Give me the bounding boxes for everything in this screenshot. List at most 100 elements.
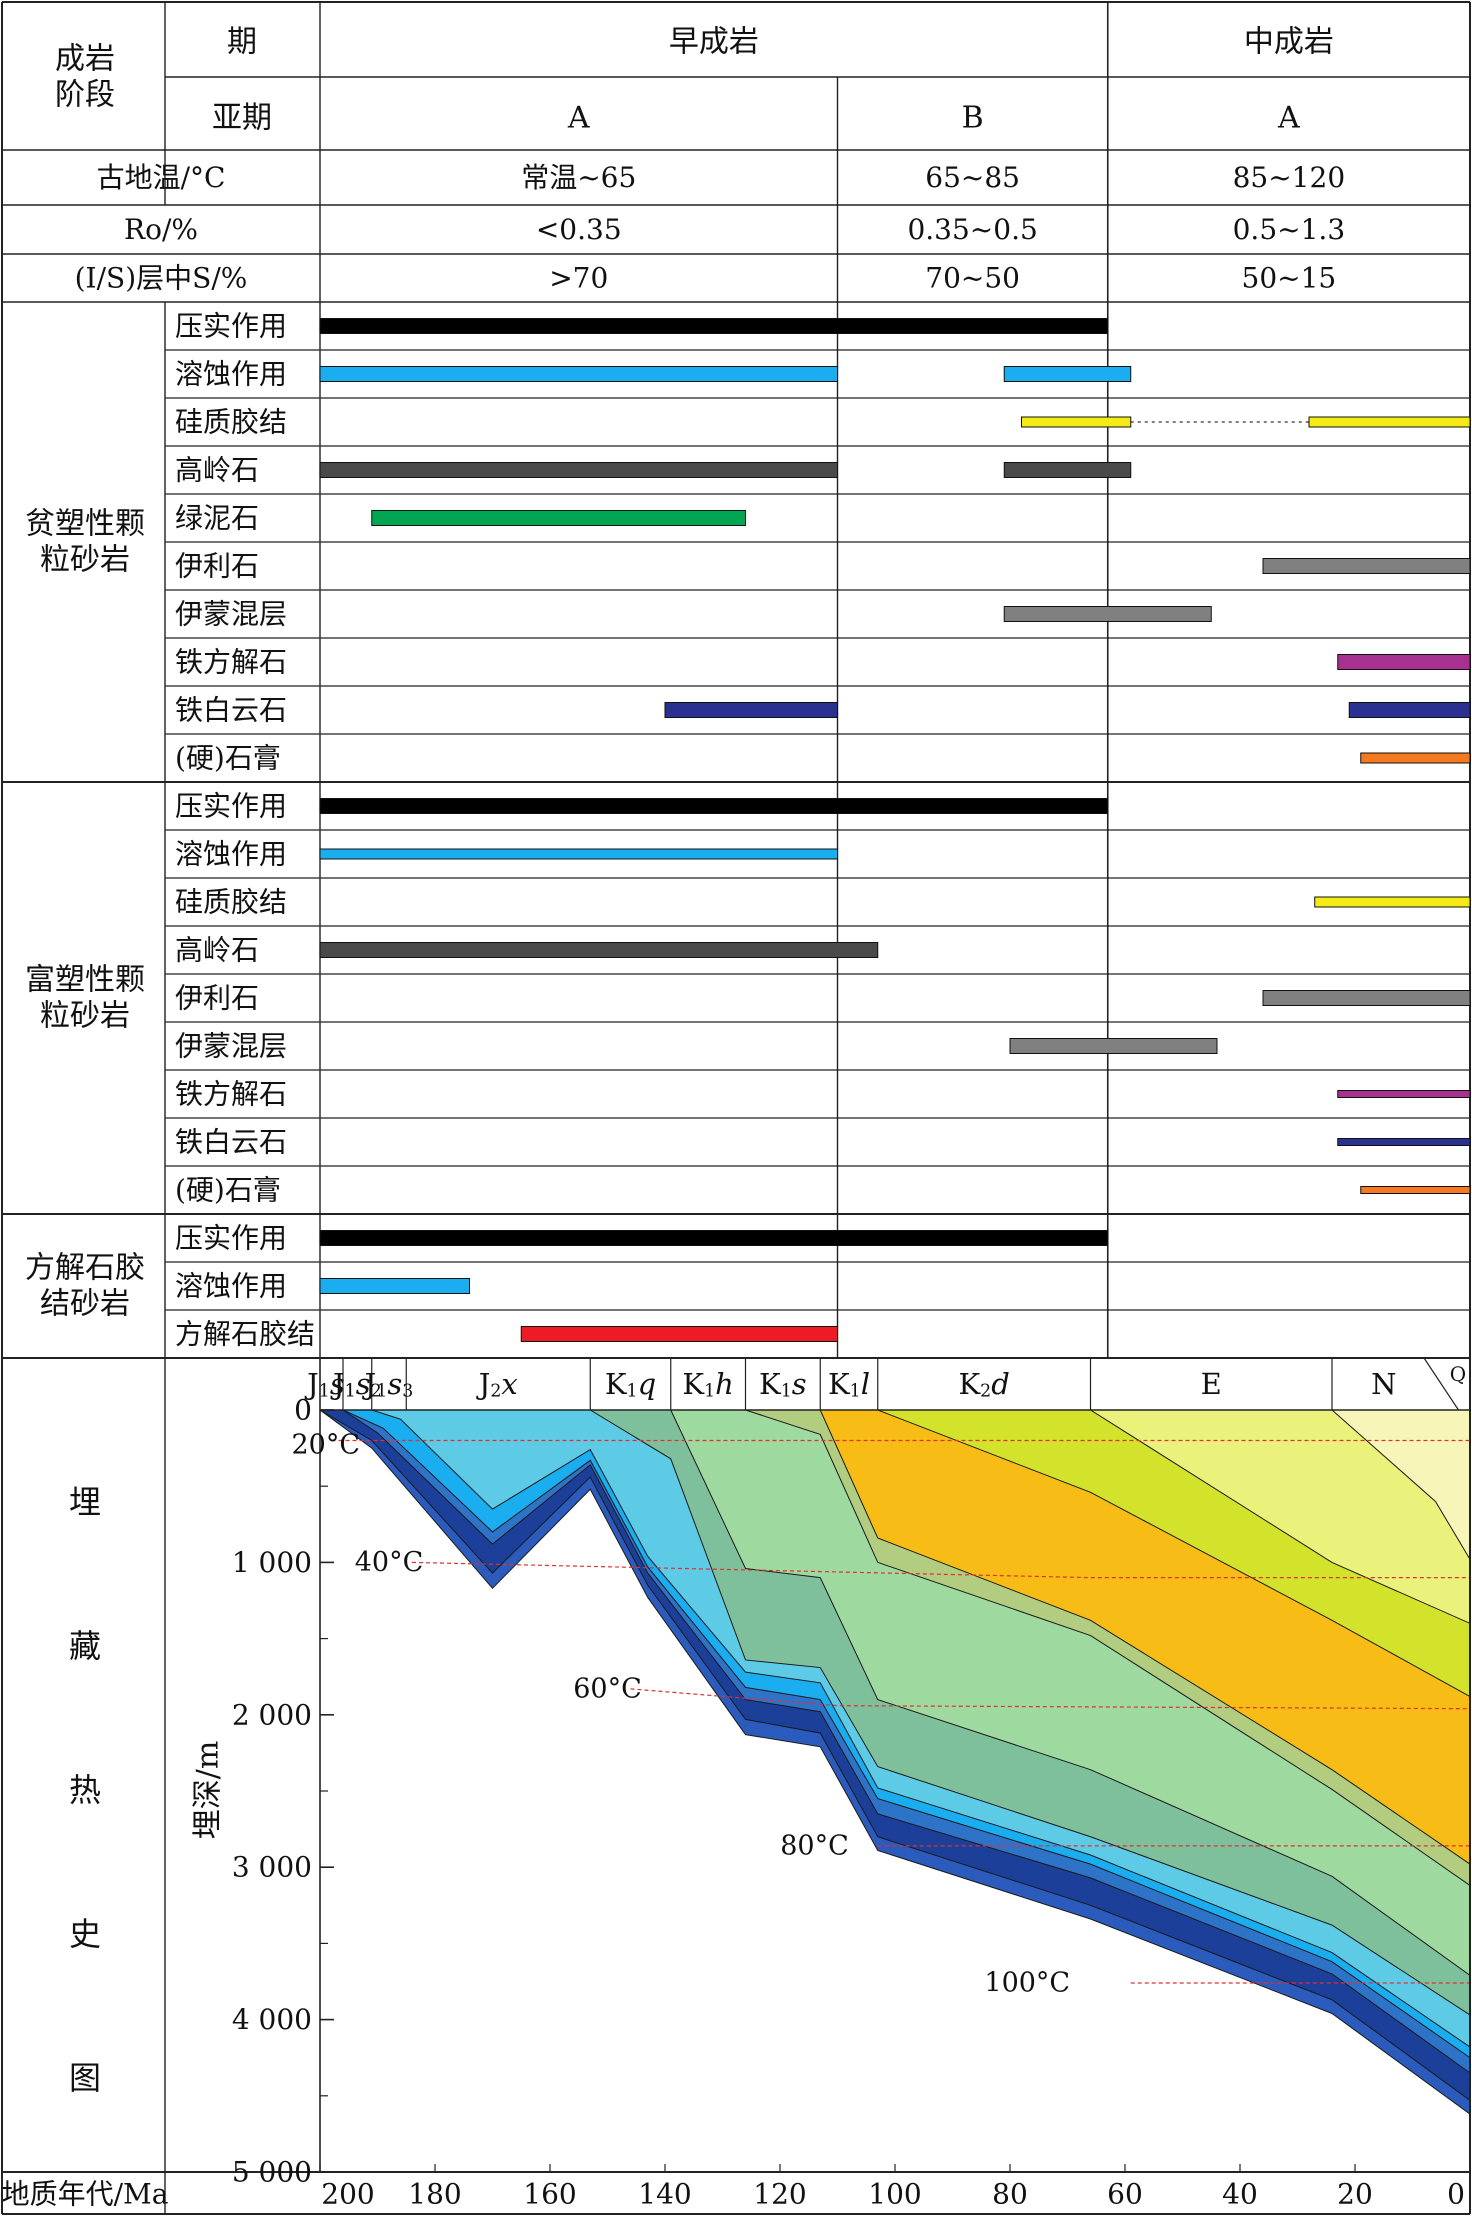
process-label-2-4: 高岭石 — [175, 934, 259, 967]
y-tick-label-1: 0 — [294, 1394, 312, 1427]
y-axis-label: 埋深/m — [191, 1741, 226, 1840]
period-middle: 中成岩 — [1244, 25, 1334, 60]
burial-section-label-line-3: 热 — [69, 1771, 101, 1809]
strata-label-4: J2x — [476, 1367, 518, 1401]
stage-label-line-2: 阶段 — [55, 78, 115, 113]
burial-section-label-line-5: 图 — [69, 2059, 101, 2097]
subperiod-early-b: B — [962, 101, 984, 136]
group-label-3-line-2: 结砂岩 — [40, 1287, 130, 1322]
isotherm-label-1: 20°C — [291, 1430, 360, 1461]
y-tick-label-5: 4 000 — [232, 2003, 312, 2036]
strata-label-5: K1q — [605, 1367, 656, 1401]
bar-2-9-1 — [1360, 1186, 1471, 1194]
header-row-1-value-1: 常温~65 — [521, 161, 636, 194]
burial-areas — [320, 1410, 1470, 2115]
x-axis-label: 地质年代/Ma — [2, 2178, 169, 2211]
process-label-1-2: 溶蚀作用 — [175, 358, 287, 391]
y-tick-label-6: 5 000 — [232, 2156, 312, 2189]
x-tick-label-7: 80 — [992, 2178, 1028, 2211]
x-tick-label-2: 180 — [408, 2178, 461, 2211]
subperiod-early-a: A — [567, 101, 590, 136]
header-row-label-3: (I/S)层中S/% — [75, 262, 248, 295]
subperiod-label: 亚期 — [212, 101, 272, 136]
process-label-2-2: 溶蚀作用 — [175, 838, 287, 871]
process-label-2-6: 伊蒙混层 — [175, 1030, 287, 1063]
process-label-1-7: 伊蒙混层 — [175, 598, 287, 631]
x-tick-label-9: 40 — [1222, 2178, 1258, 2211]
strata-label-10: E — [1201, 1367, 1222, 1401]
bar-1-3-1 — [1021, 416, 1132, 428]
horizon-area-12 — [1331, 1410, 1470, 1561]
strata-label-12: Q — [1450, 1362, 1466, 1386]
process-label-2-7: 铁方解石 — [175, 1078, 287, 1111]
group-label-3-line-1: 方解石胶 — [25, 1251, 145, 1286]
bar-3-2-1 — [319, 1278, 470, 1294]
subperiod-middle-a: A — [1277, 101, 1300, 136]
bar-1-5-1 — [371, 510, 746, 526]
y-tick-label-3: 2 000 — [232, 1698, 312, 1731]
bar-1-3-2 — [1308, 416, 1471, 428]
process-label-2-3: 硅质胶结 — [175, 886, 287, 919]
header-row-2-value-3: 0.5~1.3 — [1233, 213, 1346, 246]
bar-2-1-1 — [319, 798, 1109, 814]
process-label-2-1: 压实作用 — [175, 790, 287, 823]
header-row-2-value-1: <0.35 — [536, 213, 622, 246]
strata-label-1: J1s1 — [304, 1367, 356, 1401]
burial-section-label-line-4: 史 — [69, 1915, 101, 1953]
header-row-label-1: 古地温/°C — [97, 161, 226, 194]
bar-3-3-1 — [520, 1326, 838, 1342]
strata-label-7: K1s — [759, 1367, 807, 1401]
x-tick-label-1: 200 — [321, 2178, 374, 2211]
diagenesis-bar-layer — [319, 318, 1471, 1342]
group-label-2-line-1: 富塑性颗 — [25, 963, 145, 998]
process-label-1-9: 铁白云石 — [175, 694, 287, 727]
process-label-2-5: 伊利石 — [175, 982, 259, 1015]
header-row-3-value-1: >70 — [549, 262, 608, 295]
process-label-1-8: 铁方解石 — [175, 646, 287, 679]
header-row-3-value-3: 50~15 — [1242, 262, 1337, 295]
bar-1-4-2 — [1003, 462, 1132, 478]
bar-2-7-1 — [1337, 1090, 1471, 1098]
isotherm-label-4: 80°C — [780, 1830, 849, 1861]
bar-1-6-1 — [1262, 558, 1471, 574]
bar-3-1-1 — [319, 1230, 1109, 1246]
process-label-1-3: 硅质胶结 — [175, 406, 287, 439]
process-label-2-9: (硬)石膏 — [175, 1174, 281, 1207]
strata-label-8: K1l — [828, 1367, 870, 1401]
strata-divider-q — [1423, 1357, 1459, 1411]
isotherm-line-2 — [411, 1561, 1470, 1579]
bar-1-9-1 — [664, 702, 838, 718]
period-label: 期 — [227, 25, 257, 60]
x-tick-label-10: 20 — [1337, 2178, 1373, 2211]
stage-label-line-1: 成岩 — [55, 42, 115, 77]
bar-1-8-1 — [1337, 654, 1471, 670]
process-label-3-3: 方解石胶结 — [175, 1318, 315, 1351]
x-tick-label-11: 0 — [1447, 2178, 1465, 2211]
strata-label-9: K2d — [958, 1367, 1009, 1401]
header-row-1-value-3: 85~120 — [1233, 161, 1346, 194]
bar-2-6-1 — [1009, 1038, 1218, 1054]
bar-1-2-1 — [319, 366, 838, 382]
bar-1-4-1 — [319, 462, 838, 478]
group-label-1-line-1: 贫塑性颗 — [25, 507, 145, 542]
process-label-1-10: (硬)石膏 — [175, 742, 281, 775]
isotherm-label-5: 100°C — [984, 1968, 1070, 1999]
strata-label-11: N — [1371, 1367, 1396, 1401]
bar-2-3-1 — [1314, 896, 1471, 908]
process-label-2-8: 铁白云石 — [175, 1126, 287, 1159]
header-row-label-2: Ro/% — [124, 213, 198, 246]
burial-area-layer — [320, 1410, 1470, 2115]
header-row-1-value-2: 65~85 — [925, 161, 1020, 194]
process-label-1-1: 压实作用 — [175, 310, 287, 343]
bar-1-1-1 — [319, 318, 1109, 334]
x-tick-label-6: 100 — [868, 2178, 921, 2211]
horizon-area-11 — [1089, 1410, 1470, 1624]
y-tick-label-2: 1 000 — [232, 1546, 312, 1579]
burial-section-label-line-2: 藏 — [69, 1627, 101, 1665]
x-tick-label-8: 60 — [1107, 2178, 1143, 2211]
process-label-3-2: 溶蚀作用 — [175, 1270, 287, 1303]
process-label-1-5: 绿泥石 — [175, 502, 259, 535]
bar-2-4-1 — [319, 942, 879, 958]
isotherm-label-2: 40°C — [355, 1547, 424, 1578]
